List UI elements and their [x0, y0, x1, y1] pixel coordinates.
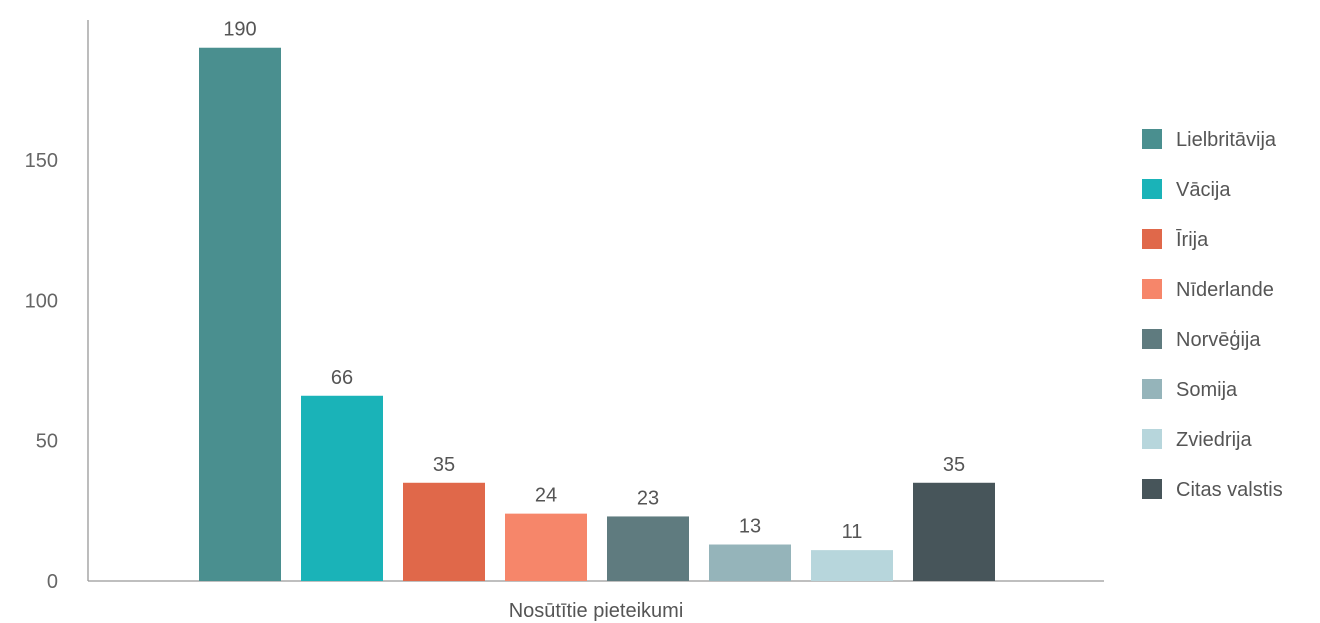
legend-label: Lielbritāvija [1176, 129, 1277, 151]
legend: Lielbritāvija Vācija Īrija Nīderlande Norvēģ… [1142, 129, 1283, 501]
bar [607, 516, 689, 581]
bar [199, 47, 281, 581]
legend-swatch [1142, 429, 1162, 449]
bar [811, 550, 893, 581]
legend-item: Lielbritāvija [1142, 129, 1277, 151]
x-axis: Nosūtītie pieteikumi [88, 580, 1104, 622]
bars [199, 47, 995, 581]
bar-value-label: 24 [535, 485, 557, 507]
y-tick-label: 150 [25, 150, 58, 172]
legend-swatch [1142, 179, 1162, 199]
bar [709, 544, 791, 581]
legend-label: Nīderlande [1176, 279, 1274, 301]
bar-value-label: 13 [739, 516, 761, 538]
bar [913, 482, 995, 581]
legend-swatch [1142, 229, 1162, 249]
legend-item: Īrija [1142, 228, 1209, 251]
bar-value-label: 23 [637, 487, 659, 509]
bar-value-label: 190 [223, 19, 256, 41]
y-tick-label: 0 [47, 571, 58, 593]
legend-swatch [1142, 279, 1162, 299]
legend-label: Somija [1176, 379, 1238, 401]
y-tick-label: 100 [25, 290, 58, 312]
legend-item: Vācija [1142, 179, 1231, 201]
legend-label: Zviedrija [1176, 429, 1252, 451]
legend-item: Citas valstis [1142, 479, 1283, 501]
y-tick-label: 50 [36, 431, 58, 453]
bar [403, 482, 485, 581]
legend-label: Norvēģija [1176, 329, 1261, 351]
legend-label: Vācija [1176, 179, 1231, 201]
legend-swatch [1142, 379, 1162, 399]
bar-value-label: 11 [842, 521, 863, 543]
legend-swatch [1142, 129, 1162, 149]
legend-swatch [1142, 479, 1162, 499]
bar [505, 513, 587, 581]
legend-item: Somija [1142, 379, 1238, 401]
x-axis-title: Nosūtītie pieteikumi [509, 600, 684, 622]
legend-label: Citas valstis [1176, 479, 1283, 501]
bar-value-label: 66 [331, 367, 353, 389]
legend-item: Zviedrija [1142, 429, 1252, 451]
legend-item: Nīderlande [1142, 279, 1274, 301]
bar-value-label: 35 [943, 454, 965, 476]
bar-value-label: 35 [433, 454, 455, 476]
legend-label: Īrija [1176, 228, 1209, 251]
value-labels: 190 66 35 24 23 13 11 35 [223, 19, 965, 543]
legend-item: Norvēģija [1142, 329, 1261, 351]
y-axis: 0 50 100 150 [25, 20, 89, 593]
bar [301, 395, 383, 581]
legend-swatch [1142, 329, 1162, 349]
